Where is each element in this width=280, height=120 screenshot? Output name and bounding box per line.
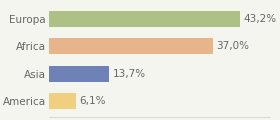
Text: 13,7%: 13,7% bbox=[113, 69, 146, 79]
Text: 6,1%: 6,1% bbox=[79, 96, 106, 106]
Text: 43,2%: 43,2% bbox=[244, 14, 277, 24]
Text: 37,0%: 37,0% bbox=[216, 41, 249, 51]
Bar bbox=[49, 93, 76, 109]
Bar bbox=[49, 11, 240, 27]
Bar bbox=[49, 39, 213, 54]
Bar bbox=[49, 66, 109, 81]
